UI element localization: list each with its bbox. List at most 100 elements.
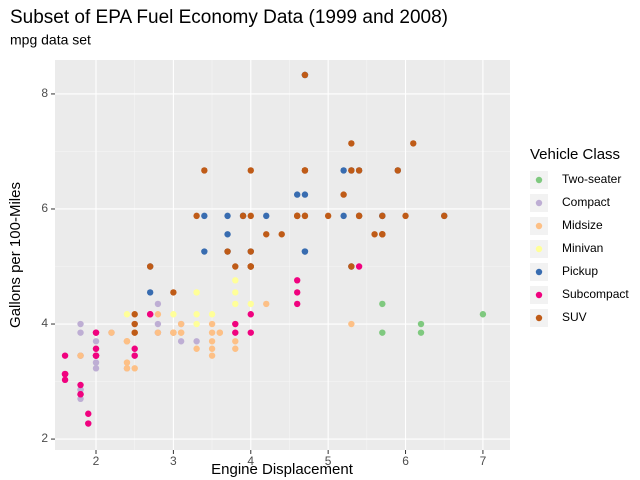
- point: [201, 212, 208, 220]
- point: [92, 338, 100, 345]
- y-axis-label: Gallons per 100-Miles: [7, 182, 24, 328]
- point: [355, 212, 363, 220]
- point: [278, 231, 285, 238]
- point: [177, 329, 185, 336]
- legend-label: Minivan: [562, 241, 603, 255]
- point: [224, 212, 231, 220]
- point: [193, 338, 200, 345]
- point: [77, 320, 84, 328]
- point: [263, 212, 270, 220]
- point: [379, 329, 386, 336]
- legend-marker: [535, 314, 543, 322]
- point: [263, 231, 270, 238]
- x-tick-label: 7: [480, 454, 487, 468]
- point: [247, 311, 254, 318]
- point: [123, 311, 131, 318]
- point: [61, 370, 69, 378]
- point: [77, 329, 84, 336]
- legend-marker: [535, 291, 543, 299]
- point: [77, 381, 84, 389]
- point: [201, 167, 208, 174]
- point: [479, 311, 487, 318]
- point: [247, 263, 254, 270]
- point: [394, 167, 401, 174]
- point: [402, 212, 409, 220]
- x-axis-label: Engine Displacement: [211, 461, 354, 478]
- point: [232, 277, 239, 284]
- point: [61, 376, 69, 384]
- point: [247, 329, 254, 336]
- point: [92, 345, 100, 352]
- point: [232, 329, 239, 336]
- point: [177, 338, 185, 345]
- x-tick-label: 3: [170, 454, 177, 468]
- point: [123, 338, 131, 345]
- legend-label: Compact: [562, 195, 611, 209]
- point: [208, 352, 216, 359]
- point: [232, 300, 239, 308]
- point: [301, 248, 309, 255]
- legend-marker: [535, 268, 543, 276]
- point: [131, 365, 138, 372]
- point: [410, 140, 417, 147]
- point: [294, 191, 301, 198]
- point: [340, 191, 347, 198]
- point: [77, 352, 84, 359]
- point: [208, 338, 216, 345]
- point: [77, 391, 84, 398]
- point: [92, 359, 100, 366]
- x-tick-label: 2: [93, 454, 100, 468]
- point: [355, 263, 363, 270]
- legend-label: Midsize: [562, 218, 603, 232]
- point: [348, 140, 355, 147]
- point: [417, 320, 425, 328]
- point: [170, 329, 177, 336]
- x-tick-label: 4: [247, 454, 254, 468]
- point: [224, 231, 231, 238]
- point: [193, 212, 200, 220]
- point: [131, 329, 138, 336]
- legend-label: Two-seater: [562, 172, 621, 186]
- point: [348, 263, 355, 270]
- point: [201, 248, 208, 255]
- point: [232, 338, 239, 345]
- y-tick-label: 2: [41, 431, 48, 445]
- point: [324, 212, 332, 220]
- point: [379, 300, 386, 308]
- legend-marker: [535, 245, 543, 253]
- point: [232, 320, 239, 328]
- point: [208, 345, 216, 352]
- legend-label: Subcompact: [562, 287, 629, 301]
- point: [294, 289, 301, 296]
- point: [154, 311, 162, 318]
- point: [108, 329, 115, 336]
- legend-marker: [535, 222, 543, 230]
- point: [131, 352, 138, 359]
- point: [301, 71, 309, 79]
- point: [301, 212, 309, 220]
- point: [77, 386, 84, 393]
- point: [247, 248, 254, 255]
- point: [193, 320, 200, 328]
- point: [131, 311, 138, 318]
- point: [340, 167, 347, 174]
- point: [154, 320, 162, 328]
- point: [247, 167, 254, 174]
- point: [340, 212, 347, 220]
- point: [232, 263, 239, 270]
- legend-label: Pickup: [562, 264, 598, 278]
- chart-title: Subset of EPA Fuel Economy Data (1999 an…: [10, 7, 448, 28]
- point: [379, 231, 386, 238]
- point: [131, 345, 138, 352]
- point: [123, 359, 131, 366]
- point: [247, 212, 254, 220]
- y-tick-label: 6: [41, 201, 48, 215]
- point: [177, 320, 185, 328]
- point: [239, 212, 247, 220]
- y-tick-label: 4: [41, 316, 48, 330]
- point: [263, 300, 270, 308]
- point: [92, 352, 100, 359]
- legend-label: SUV: [562, 310, 587, 324]
- point: [348, 320, 355, 328]
- point: [232, 289, 239, 296]
